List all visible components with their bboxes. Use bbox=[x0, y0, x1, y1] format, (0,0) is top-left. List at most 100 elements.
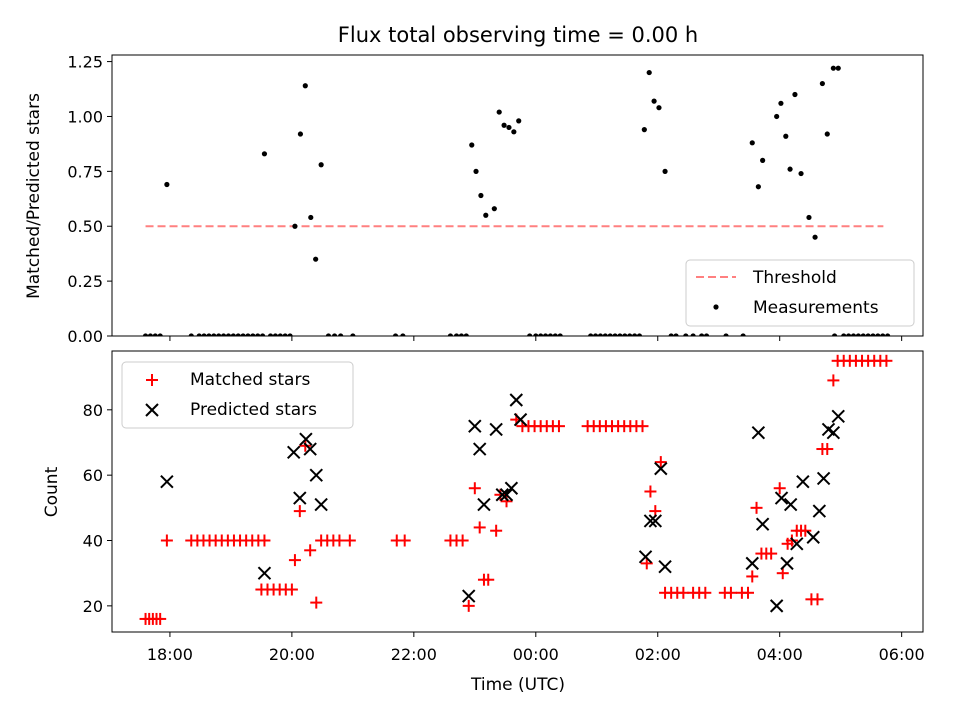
measurement-point bbox=[703, 333, 710, 336]
measurement-point bbox=[533, 333, 539, 336]
measurement-point bbox=[527, 333, 533, 336]
measurement-point bbox=[850, 333, 857, 336]
bottom-y-axis-label: Count bbox=[42, 466, 62, 517]
measurement-point bbox=[453, 333, 460, 336]
measurement-point bbox=[547, 333, 554, 336]
measurement-point bbox=[683, 333, 689, 336]
measurement-point bbox=[201, 333, 207, 336]
measurement-point bbox=[870, 333, 876, 336]
top-y-tick-label: 0.25 bbox=[67, 272, 103, 291]
matched-star-point bbox=[285, 583, 298, 596]
measurement-point bbox=[211, 333, 217, 336]
x-tick-label: 04:00 bbox=[757, 645, 803, 664]
measurement-point bbox=[331, 333, 338, 336]
measurement-point bbox=[612, 333, 618, 336]
matched-star-point bbox=[644, 485, 657, 498]
measurement-point bbox=[216, 333, 222, 336]
measurement-point bbox=[656, 105, 662, 111]
predicted-star-point bbox=[745, 556, 759, 571]
x-tick-label: 00:00 bbox=[513, 645, 559, 664]
predicted-star-point bbox=[790, 537, 804, 551]
measurement-point bbox=[447, 333, 454, 336]
measurement-point bbox=[196, 333, 202, 336]
predicted-star-point bbox=[477, 497, 491, 512]
measurement-point bbox=[147, 333, 154, 336]
measurement-point bbox=[830, 65, 836, 71]
measurement-point bbox=[188, 333, 194, 336]
measurement-point bbox=[245, 333, 251, 336]
predicted-star-point bbox=[509, 393, 523, 407]
predicted-star-point bbox=[314, 497, 328, 512]
top-y-tick-label: 0.00 bbox=[67, 327, 103, 346]
measurement-point bbox=[308, 214, 314, 221]
bottom-y-tick-label: 80 bbox=[83, 401, 103, 420]
matched-star-point bbox=[473, 521, 486, 534]
predicted-star-point bbox=[796, 474, 810, 489]
matched-star-point bbox=[552, 420, 565, 433]
predicted-star-point bbox=[812, 504, 827, 518]
matched-star-point bbox=[699, 586, 712, 599]
predicted-star-point bbox=[831, 409, 845, 424]
matched-star-point bbox=[299, 439, 312, 452]
predicted-star-point bbox=[826, 425, 841, 440]
measurement-point bbox=[282, 333, 288, 336]
measurement-point bbox=[542, 333, 549, 336]
measurement-point bbox=[662, 168, 668, 174]
matched-star-point bbox=[741, 586, 754, 599]
matched-star-point bbox=[490, 524, 503, 537]
measurement-point bbox=[230, 333, 236, 336]
measurement-point bbox=[538, 333, 544, 336]
predicted-star-point bbox=[303, 442, 317, 456]
measurement-point bbox=[787, 166, 793, 172]
measurement-point bbox=[557, 333, 563, 336]
measurement-point bbox=[469, 142, 475, 148]
matched-star-point bbox=[154, 612, 167, 625]
matched-star-point bbox=[799, 524, 812, 537]
predicted-star-point bbox=[806, 530, 820, 544]
measurement-point bbox=[225, 333, 232, 336]
matched-star-point bbox=[785, 534, 798, 547]
measurement-point bbox=[473, 168, 479, 174]
top-axes-frame bbox=[111, 54, 924, 337]
matched-star-point bbox=[482, 573, 495, 586]
predicted-star-point bbox=[769, 599, 784, 613]
matched-star-point bbox=[636, 420, 649, 433]
predicted-star-point bbox=[780, 556, 794, 571]
measurement-point bbox=[318, 162, 324, 168]
matched-star-point bbox=[258, 534, 271, 547]
matched-star-point bbox=[288, 554, 301, 567]
measurement-point bbox=[463, 333, 469, 336]
predicted-star-point bbox=[299, 432, 313, 446]
predicted-star-point bbox=[293, 491, 307, 505]
measurement-point bbox=[240, 333, 246, 336]
matched-star-point bbox=[746, 570, 759, 583]
measurement-point bbox=[516, 118, 522, 124]
matched-star-point bbox=[827, 374, 840, 387]
matched-star-point bbox=[343, 534, 356, 547]
predicted-star-point bbox=[499, 488, 514, 502]
measurement-point bbox=[824, 131, 830, 137]
measurement-point bbox=[641, 127, 647, 133]
bottom-axes-frame bbox=[111, 350, 924, 633]
matched-star-point bbox=[494, 488, 507, 501]
predicted-star-point bbox=[495, 488, 509, 502]
measurement-point bbox=[313, 256, 319, 262]
measurement-point bbox=[778, 100, 784, 106]
measurement-point bbox=[338, 333, 344, 336]
matched-star-point bbox=[811, 593, 824, 606]
measurement-point bbox=[723, 333, 729, 336]
predicted-star-point bbox=[257, 566, 272, 580]
predicted-star-point bbox=[751, 425, 766, 440]
predicted-star-point bbox=[816, 471, 831, 486]
matched-star-point bbox=[821, 443, 834, 456]
measurement-point bbox=[506, 124, 512, 131]
measurement-point bbox=[622, 333, 628, 336]
measurement-point bbox=[885, 333, 891, 336]
measurement-point bbox=[220, 333, 227, 336]
x-tick-label: 18:00 bbox=[147, 645, 193, 664]
matched-star-point bbox=[456, 534, 469, 547]
x-axis-label: Time (UTC) bbox=[470, 675, 565, 695]
legend-predicted-label: Predicted stars bbox=[190, 400, 317, 420]
predicted-star-point bbox=[309, 468, 323, 482]
